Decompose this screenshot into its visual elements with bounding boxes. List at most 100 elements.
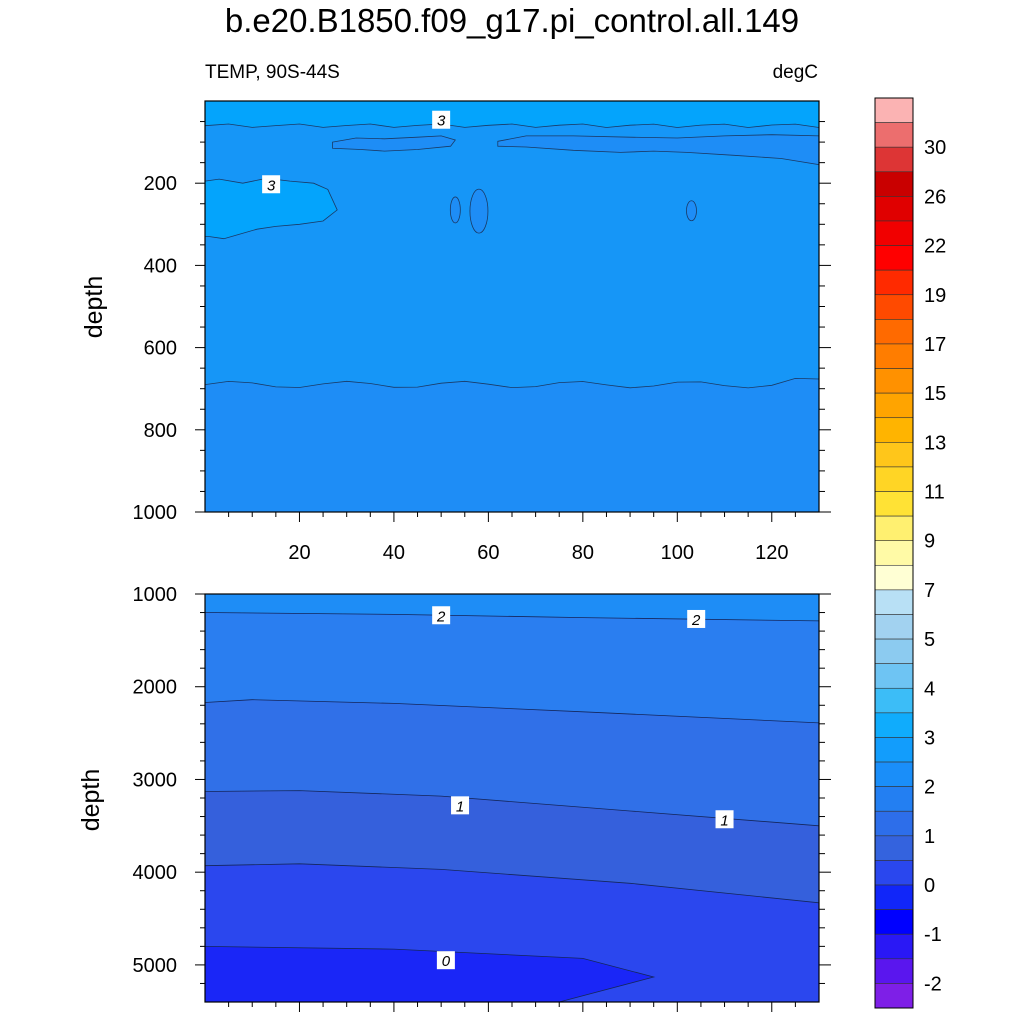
colorbar-box	[874, 171, 914, 197]
upper-x-tick-label: 100	[661, 542, 694, 564]
colorbar-box	[874, 663, 914, 689]
colorbar-label: 4	[924, 678, 935, 700]
contour-label: 2	[436, 608, 446, 625]
colorbar: 30 26 22 19 17 15 13 11 9 7 5 4 3 2 1 0 -1 -2	[874, 97, 946, 1009]
colorbar-label: 13	[924, 432, 946, 454]
colorbar-box	[874, 983, 914, 1009]
colorbar-box	[874, 933, 914, 960]
contour-label: 3	[437, 113, 446, 130]
colorbar-label: 2	[924, 777, 935, 799]
colorbar-label: 22	[924, 236, 946, 258]
colorbar-label: 26	[924, 186, 946, 208]
contour-label-box	[451, 796, 470, 815]
colorbar-label: 30	[924, 137, 946, 159]
contour-label-box	[432, 606, 451, 625]
upper-x-tick-label: 80	[572, 542, 594, 564]
contour-line	[204, 863, 820, 904]
upper-y-tick-label: 600	[144, 338, 177, 360]
colorbar-box	[874, 712, 914, 738]
colorbar-box	[874, 343, 914, 369]
upper-fill-surface	[205, 101, 819, 128]
contour-label: 0	[442, 953, 451, 970]
contour-line	[204, 699, 820, 724]
colorbar-box	[874, 761, 914, 787]
colorbar-box	[874, 958, 914, 984]
variable-region-label: TEMP, 90S-44S	[205, 62, 340, 83]
contour-label: 1	[720, 812, 728, 829]
contour-island-3	[686, 200, 697, 222]
contour-line-3-surface	[204, 123, 820, 128]
lower-y-tick-label: 4000	[133, 862, 178, 884]
colorbar-box	[874, 294, 914, 320]
contour-island-2	[469, 188, 489, 234]
page-title: b.e20.B1850.f09_g17.pi_control.all.149	[224, 2, 800, 39]
upper-x-tick-label: 40	[383, 542, 405, 564]
upper-depth-panel: 200 400 600 800 1000 20 40 60 80 100 120 3 3	[133, 100, 831, 564]
colorbar-box	[874, 884, 914, 910]
colorbar-box	[874, 466, 914, 492]
upper-y-tick-label: 800	[144, 420, 177, 442]
colorbar-label: 15	[924, 383, 946, 405]
colorbar-label: 5	[924, 629, 935, 651]
colorbar-box	[874, 245, 914, 271]
colorbar-label: 17	[924, 334, 946, 356]
lower-y-tick-label: 5000	[133, 955, 178, 977]
colorbar-box	[874, 269, 914, 296]
lower-y-tick-label: 3000	[133, 769, 178, 791]
contour-label: 2	[691, 612, 701, 629]
units-label: degC	[772, 62, 818, 83]
contour-label-box	[436, 951, 455, 970]
colorbar-box	[874, 442, 914, 468]
lower-panel-ylabel: depth	[77, 769, 105, 832]
colorbar-box	[874, 97, 914, 123]
colorbar-frame	[874, 97, 914, 1009]
colorbar-box	[874, 491, 914, 517]
contour-label-box	[432, 110, 451, 129]
contour-label-box	[262, 175, 281, 194]
colorbar-box	[874, 319, 914, 345]
colorbar-box	[874, 687, 914, 714]
contour-label-box	[715, 810, 734, 829]
colorbar-box	[874, 540, 914, 566]
upper-cool-lens-west	[332, 135, 456, 152]
lower-depth-panel: 1000 2000 3000 4000 5000 2 2 1 1 0	[133, 584, 831, 1012]
colorbar-box	[874, 638, 914, 664]
colorbar-box	[874, 860, 914, 886]
colorbar-label: 0	[924, 875, 935, 897]
colorbar-label: -2	[924, 973, 942, 995]
contour-line	[204, 946, 656, 1003]
upper-cool-lens-east	[497, 134, 820, 166]
colorbar-box	[874, 146, 914, 173]
colorbar-label: 3	[924, 727, 935, 749]
upper-y-tick-label: 400	[144, 255, 177, 277]
upper-y-tick-label: 200	[144, 173, 177, 195]
colorbar-box	[874, 417, 914, 443]
colorbar-box	[874, 122, 914, 148]
colorbar-box	[874, 368, 914, 394]
colorbar-label: 1	[924, 826, 935, 848]
colorbar-box	[874, 614, 914, 640]
contour-line-2-5	[204, 377, 820, 389]
colorbar-box	[874, 196, 914, 222]
colorbar-box	[874, 220, 914, 246]
upper-panel-ylabel: depth	[80, 276, 108, 339]
colorbar-label: 11	[924, 482, 945, 504]
colorbar-label: 7	[924, 580, 935, 602]
upper-x-tick-label: 120	[755, 542, 788, 564]
colorbar-box	[874, 810, 914, 837]
lower-fill-coldest	[205, 946, 654, 1002]
upper-fill-deep	[205, 378, 819, 512]
colorbar-box	[874, 515, 914, 542]
colorbar-box	[874, 564, 914, 591]
colorbar-label: 9	[924, 531, 935, 553]
upper-y-tick-label: 1000	[133, 502, 178, 524]
colorbar-label: -1	[924, 924, 942, 946]
colorbar-label: 19	[924, 285, 946, 307]
contour-label: 1	[456, 798, 464, 815]
colorbar-box	[874, 392, 914, 419]
colorbar-box	[874, 589, 914, 615]
upper-warm-patch	[204, 177, 338, 240]
colorbar-box	[874, 835, 914, 861]
colorbar-box	[874, 909, 914, 935]
